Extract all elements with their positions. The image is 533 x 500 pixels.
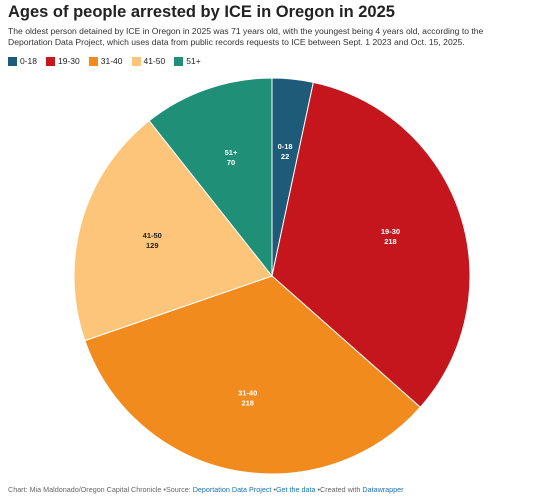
legend-label: 51+ bbox=[186, 56, 201, 66]
slice-label: 51+ bbox=[225, 148, 238, 157]
legend-label: 41-50 bbox=[143, 56, 166, 66]
slice-label: 19-30 bbox=[381, 227, 400, 236]
legend-swatch bbox=[131, 56, 141, 66]
slice-value: 22 bbox=[281, 152, 289, 161]
get-data-link[interactable]: Get the data bbox=[275, 485, 316, 494]
footer: Chart: Mia Maldonado/Oregon Capital Chro… bbox=[8, 485, 404, 494]
legend-label: 0-18 bbox=[20, 56, 38, 66]
slice-value: 129 bbox=[146, 241, 159, 250]
legend-swatch bbox=[174, 56, 184, 66]
slice-value: 70 bbox=[227, 158, 235, 167]
source-link[interactable]: Deportation Data Project bbox=[192, 485, 272, 494]
pie-slice bbox=[73, 120, 273, 342]
pie-slice bbox=[148, 77, 273, 278]
legend-swatch bbox=[8, 56, 17, 66]
legend-item: 41-50 bbox=[131, 56, 166, 66]
legend-item: 51+ bbox=[174, 56, 201, 66]
separator bbox=[316, 485, 321, 494]
separator bbox=[271, 485, 276, 494]
source-label: Source: bbox=[165, 485, 191, 494]
legend-swatch bbox=[88, 56, 98, 66]
chart-title: Ages of people arrested by ICE in Oregon… bbox=[8, 3, 395, 21]
slice-label: 41-50 bbox=[143, 231, 162, 240]
credit: Chart: Mia Maldonado/Oregon Capital Chro… bbox=[8, 485, 162, 494]
legend-label: 31-40 bbox=[100, 56, 123, 66]
legend-item: 19-30 bbox=[46, 56, 80, 66]
legend-item: 31-40 bbox=[88, 56, 123, 66]
chart-subtitle: The oldest person detained by ICE in Ore… bbox=[8, 26, 484, 47]
legend: 0-18 19-30 31-40 41-50 51+ bbox=[8, 56, 201, 66]
legend-swatch bbox=[46, 56, 56, 66]
slice-value: 218 bbox=[241, 398, 254, 407]
pie-slice bbox=[271, 81, 471, 408]
created-with: Created with bbox=[320, 485, 361, 494]
tool-link[interactable]: Datawrapper bbox=[362, 485, 404, 494]
legend-item: 0-18 bbox=[8, 56, 37, 66]
separator bbox=[161, 485, 166, 494]
pie-slice bbox=[84, 275, 421, 475]
legend-label: 19-30 bbox=[58, 56, 80, 66]
slice-value: 218 bbox=[384, 237, 397, 246]
slice-label: 31-40 bbox=[238, 388, 257, 397]
slice-label: 0-18 bbox=[278, 142, 293, 151]
